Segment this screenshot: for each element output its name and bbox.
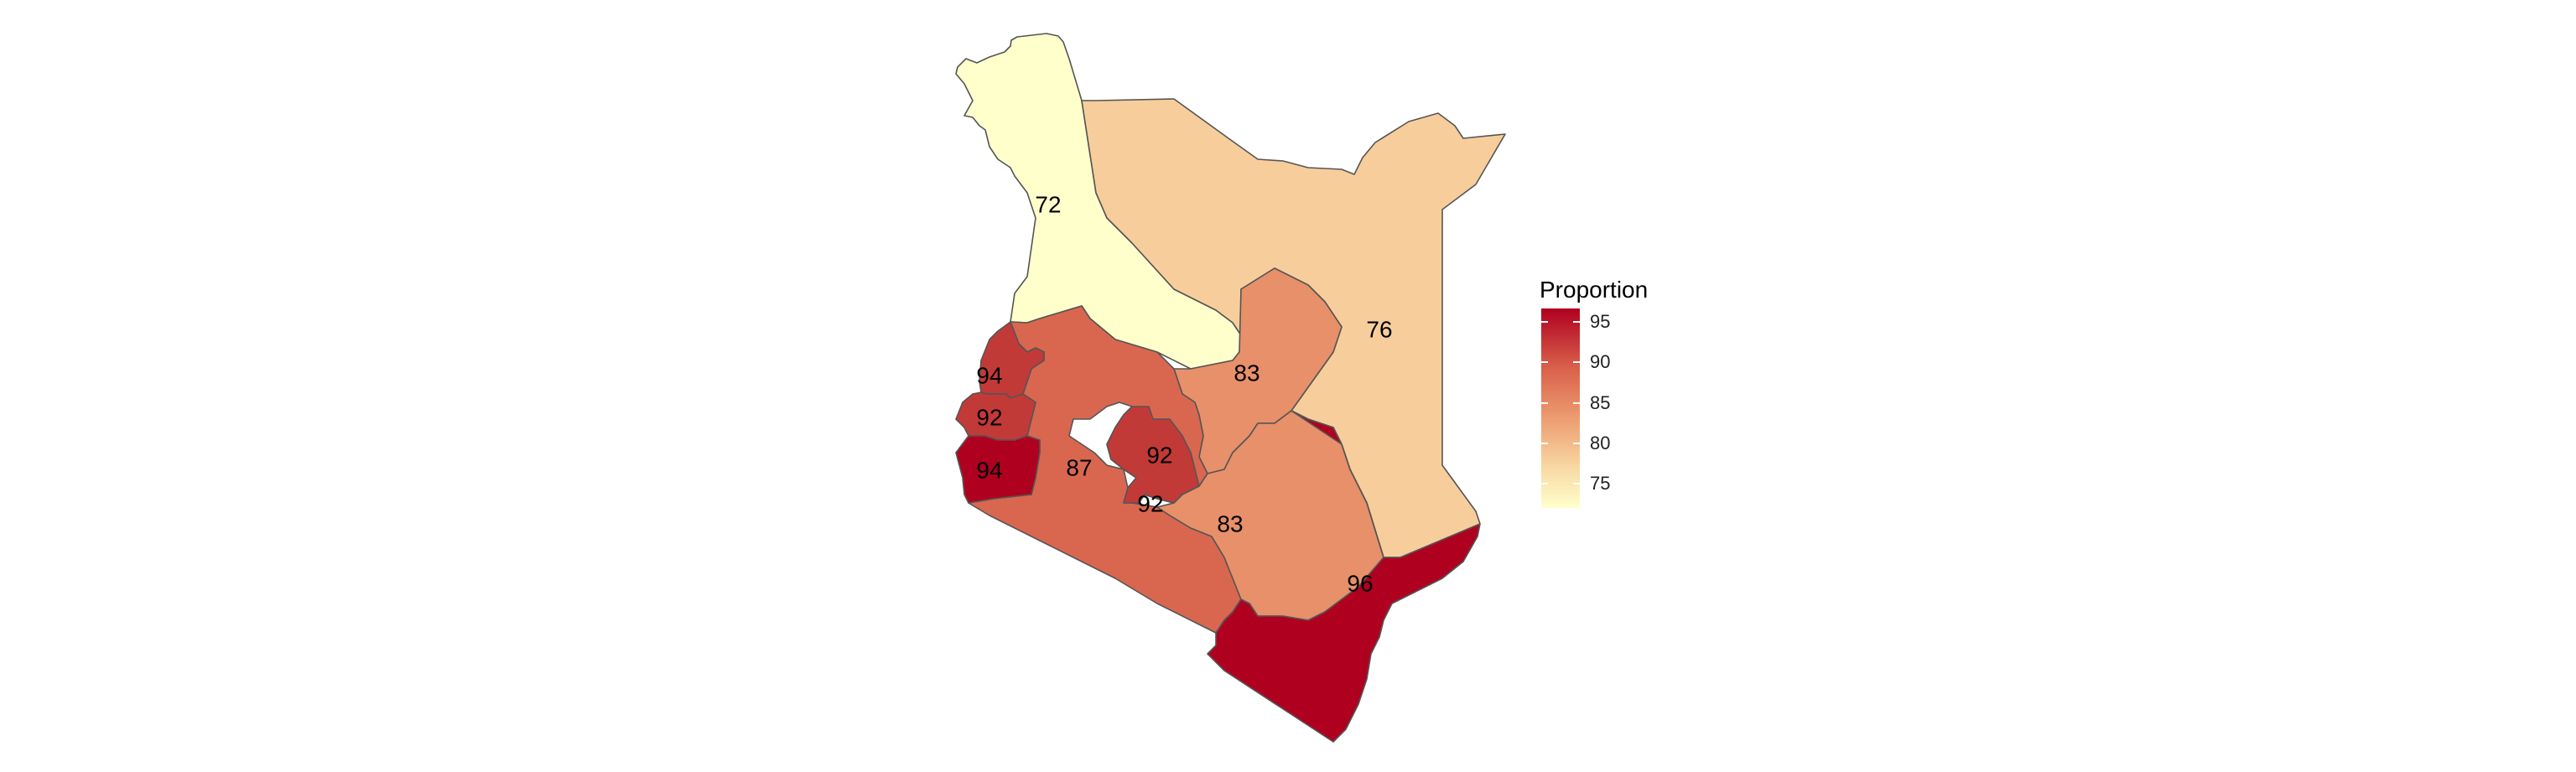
legend-tick-85: 85 (1590, 392, 1610, 413)
label-coast: 96 (1347, 570, 1373, 596)
region-labels: 72 76 83 94 92 94 87 92 92 83 96 (976, 191, 1392, 596)
region-central (1106, 406, 1200, 504)
legend: Proportion 95 90 85 80 75 (1540, 277, 1648, 508)
label-rift-valley: 87 (1066, 454, 1092, 480)
label-western-south: 94 (976, 457, 1002, 483)
legend-color-bar (1541, 308, 1580, 508)
label-central-south: 92 (1137, 490, 1163, 516)
label-upper-eastern: 83 (1233, 360, 1259, 386)
label-central-north: 92 (1146, 442, 1172, 468)
label-north-rift: 72 (1035, 191, 1061, 217)
label-western-north: 94 (976, 362, 1002, 388)
label-western-central: 92 (976, 404, 1002, 430)
legend-tick-90: 90 (1590, 351, 1610, 372)
legend-ticks (1541, 321, 1580, 484)
region-coast (1207, 410, 1481, 743)
label-north-eastern: 76 (1366, 316, 1392, 342)
legend-tick-95: 95 (1590, 311, 1610, 332)
legend-tick-80: 80 (1590, 433, 1610, 453)
label-lower-eastern: 83 (1217, 510, 1243, 536)
legend-title: Proportion (1540, 277, 1648, 303)
legend-tick-75: 75 (1590, 473, 1610, 494)
region-western-south (955, 435, 1041, 504)
